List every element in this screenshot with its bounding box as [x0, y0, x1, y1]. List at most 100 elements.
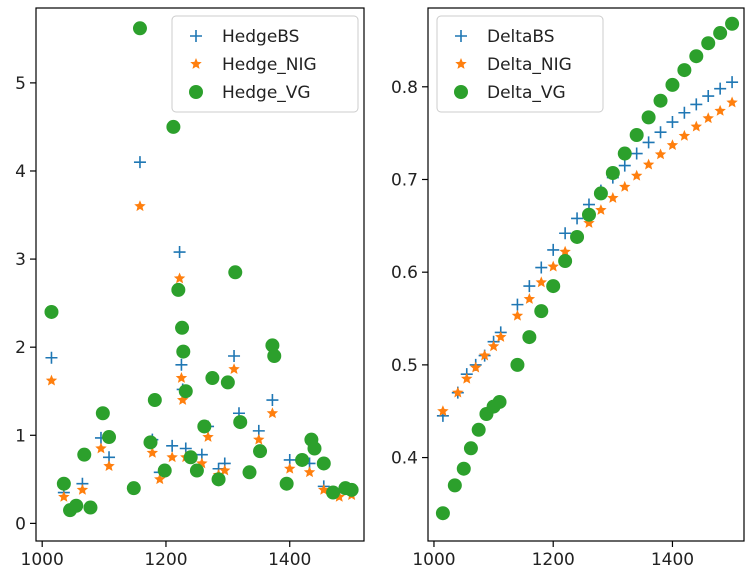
point-Hedge_VG [176, 345, 190, 359]
point-HedgeBS [166, 440, 178, 452]
y-tick-label: 5 [15, 74, 26, 94]
point-Hedge_VG [133, 21, 147, 35]
x-tick-label: 1200 [532, 550, 575, 570]
point-Delta_NIG [667, 139, 678, 150]
point-Hedge_VG [221, 375, 235, 389]
point-DeltaBS [535, 262, 547, 274]
x-tick-label: 1000 [412, 550, 455, 570]
x-tick-label: 1400 [268, 550, 311, 570]
point-Hedge_VG [280, 477, 294, 491]
y-tick-label: 1 [15, 426, 26, 446]
point-DeltaBS [714, 83, 726, 95]
point-DeltaBS [571, 212, 583, 224]
point-Hedge_VG [57, 477, 71, 491]
point-Delta_VG [472, 423, 486, 437]
point-Hedge_VG [184, 450, 198, 464]
point-HedgeBS [174, 246, 186, 258]
point-Delta_VG [493, 395, 507, 409]
point-Delta_NIG [536, 276, 547, 287]
point-DeltaBS [666, 116, 678, 128]
point-Hedge_VG [148, 393, 162, 407]
point-Hedge_NIG [95, 443, 106, 454]
y-tick-label: 0.7 [391, 170, 418, 190]
point-Delta_NIG [470, 362, 481, 373]
y-tick-label: 3 [15, 250, 26, 270]
point-DeltaBS [690, 98, 702, 110]
point-Delta_VG [582, 208, 596, 222]
point-Delta_VG [725, 17, 739, 31]
point-Delta_NIG [607, 192, 618, 203]
point-Hedge_NIG [174, 272, 185, 283]
point-Hedge_VG [143, 435, 157, 449]
point-DeltaBS [511, 299, 523, 311]
legend: HedgeBS Hedge_NIG Hedge_VG [172, 16, 358, 112]
point-Delta_VG [630, 128, 644, 142]
point-Delta_VG [665, 78, 679, 92]
point-Delta_NIG [512, 310, 523, 321]
point-Hedge_VG [171, 283, 185, 297]
point-Hedge_VG [307, 441, 321, 455]
point-Hedge_VG [233, 415, 247, 429]
point-Delta_VG [642, 110, 656, 124]
point-Hedge_NIG [176, 372, 187, 383]
point-Delta_VG [457, 462, 471, 476]
x-tick-label: 1400 [651, 550, 694, 570]
x-tick-label: 1200 [144, 550, 187, 570]
point-DeltaBS [678, 107, 690, 119]
point-Delta_NIG [726, 97, 737, 108]
point-Hedge_VG [69, 499, 83, 513]
point-DeltaBS [702, 90, 714, 102]
point-Delta_NIG [631, 170, 642, 181]
point-Delta_VG [570, 230, 584, 244]
point-Delta_NIG [548, 261, 559, 272]
point-Hedge_VG [77, 448, 91, 462]
point-HedgeBS [175, 359, 187, 371]
x-tick-label: 1000 [21, 550, 64, 570]
point-Hedge_NIG [134, 200, 145, 211]
point-Hedge_VG [205, 371, 219, 385]
point-Hedge_NIG [284, 463, 295, 474]
y-tick-label: 0.6 [391, 263, 418, 283]
point-HedgeBS [266, 394, 278, 406]
point-DeltaBS [726, 76, 738, 88]
point-Delta_VG [546, 279, 560, 293]
point-Delta_VG [594, 186, 608, 200]
point-Hedge_NIG [166, 451, 177, 462]
series-DeltaBS [437, 76, 738, 422]
point-HedgeBS [228, 350, 240, 362]
point-Delta_VG [689, 49, 703, 63]
point-Hedge_VG [295, 453, 309, 467]
y-tick-label: 0.8 [391, 78, 418, 98]
point-Hedge_NIG [228, 363, 239, 374]
y-tick-label: 2 [15, 338, 26, 358]
right-chart-delta: 1000 1200 1400 0.4 0.5 0.6 0.7 0.8 DeltaBS Delta_… [391, 8, 744, 570]
point-Hedge_VG [96, 406, 110, 420]
point-DeltaBS [631, 148, 643, 160]
point-Hedge_NIG [304, 466, 315, 477]
point-Delta_VG [558, 254, 572, 268]
legend-label: Delta_VG [487, 83, 566, 103]
point-Delta_NIG [691, 121, 702, 132]
point-Hedge_VG [253, 444, 267, 458]
point-Delta_NIG [655, 148, 666, 159]
legend-label: Hedge_NIG [222, 55, 317, 75]
point-Delta_NIG [714, 105, 725, 116]
y-tick-label: 4 [15, 162, 26, 182]
point-Delta_NIG [643, 159, 654, 170]
point-DeltaBS [655, 126, 667, 138]
point-Delta_VG [464, 441, 478, 455]
point-Delta_VG [436, 506, 450, 520]
point-Hedge_VG [267, 349, 281, 363]
series-Delta_NIG [437, 97, 738, 417]
point-Hedge_VG [243, 465, 257, 479]
point-Hedge_VG [179, 384, 193, 398]
point-Hedge_VG [197, 419, 211, 433]
y-tick-label: 0.5 [391, 356, 418, 376]
legend-marker-Hedge_VG [189, 85, 203, 99]
point-Delta_VG [654, 94, 668, 108]
point-Delta_NIG [619, 181, 630, 192]
point-DeltaBS [643, 136, 655, 148]
point-Hedge_VG [212, 472, 226, 486]
point-Hedge_VG [317, 456, 331, 470]
point-Delta_VG [522, 330, 536, 344]
